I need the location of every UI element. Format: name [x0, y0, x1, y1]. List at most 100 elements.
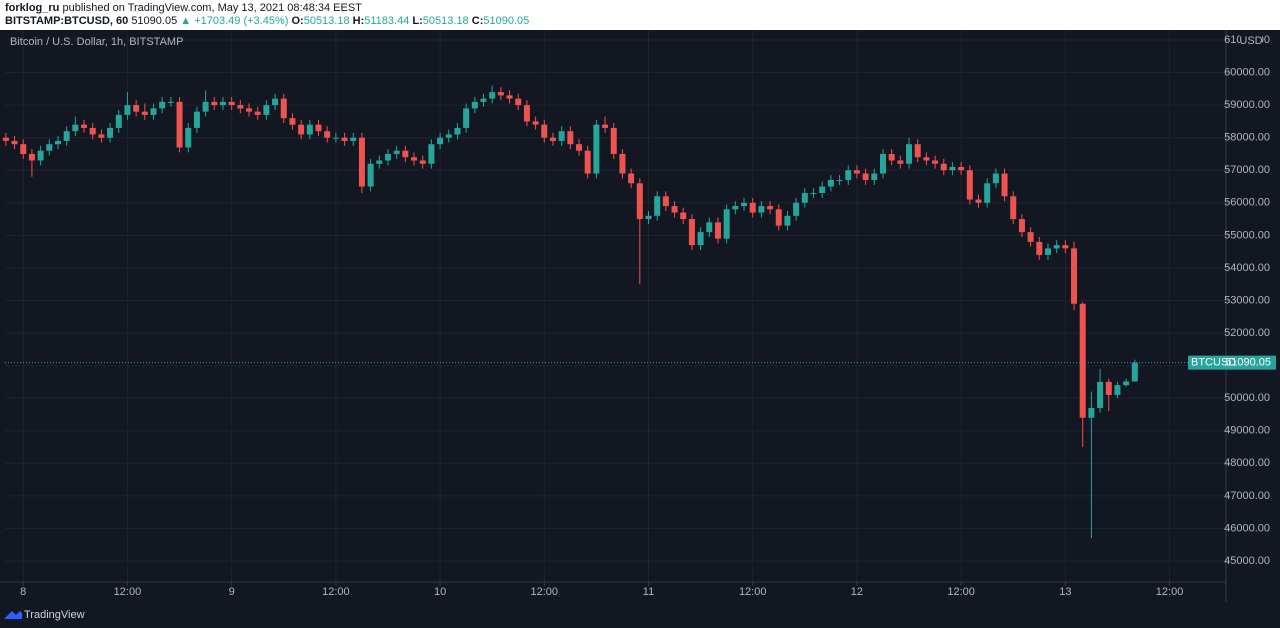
- x-tick-label: 12: [851, 586, 863, 598]
- candle-body: [480, 98, 487, 102]
- candle-body: [593, 124, 600, 174]
- candle-body: [489, 92, 496, 99]
- candle-body: [376, 160, 383, 164]
- candle-body: [367, 163, 374, 187]
- currency: USD: [1239, 35, 1262, 47]
- candle-body: [671, 206, 678, 213]
- candle-body: [706, 222, 713, 233]
- symbol: BITSTAMP:BTCUSD, 60: [5, 15, 128, 27]
- candle-body: [454, 127, 461, 135]
- candle-body: [810, 193, 817, 195]
- candle-body: [827, 180, 834, 187]
- y-tick-label: 57000.00: [1224, 164, 1270, 176]
- currency-box: [1240, 34, 1262, 47]
- candle-body: [437, 137, 444, 145]
- candle-body: [602, 124, 609, 128]
- candle-body: [697, 232, 704, 246]
- y-tick-label: 50000.00: [1224, 392, 1270, 404]
- candle-body: [411, 157, 418, 161]
- candle-body: [958, 166, 965, 171]
- brand[interactable]: TradingView: [4, 609, 85, 621]
- candle-body: [775, 209, 782, 226]
- candle-body: [610, 127, 617, 154]
- candle-body: [185, 127, 192, 148]
- candle-body: [202, 101, 209, 112]
- candle-body: [871, 173, 878, 181]
- candle-body: [558, 131, 565, 141]
- candle-body: [741, 202, 748, 207]
- footer-bg: [0, 602, 1280, 628]
- candle-body: [306, 124, 313, 135]
- candle-body: [98, 134, 105, 138]
- brand-logo: [4, 611, 22, 619]
- x-tick-label: 9: [229, 586, 235, 598]
- candle-body: [567, 131, 574, 145]
- candle-body: [115, 114, 122, 128]
- candle-body: [445, 134, 452, 138]
- candle-body: [289, 118, 296, 125]
- candle-body: [298, 124, 305, 135]
- candle-body: [393, 150, 400, 154]
- x-tick-label: 8: [20, 586, 26, 598]
- close-value: 51090.05: [483, 15, 529, 27]
- y-tick-label: 49000.00: [1224, 425, 1270, 437]
- candle-body: [1044, 248, 1051, 255]
- candle-body: [549, 137, 556, 141]
- candle-body: [862, 173, 869, 181]
- candle-body: [2, 137, 9, 141]
- candle-body: [1088, 407, 1095, 418]
- y-tick-label: 60000.00: [1224, 66, 1270, 78]
- low-value: 50513.18: [423, 15, 469, 27]
- candle-body: [680, 212, 687, 220]
- candle-body: [193, 111, 200, 128]
- candle-body: [541, 124, 548, 138]
- candle-body: [1010, 196, 1017, 220]
- candle-body: [654, 196, 661, 216]
- candle-body: [1036, 241, 1043, 255]
- published: published on TradingView.com, May 13, 20…: [62, 2, 362, 14]
- candle-body: [853, 170, 860, 174]
- candle-body: [11, 140, 18, 145]
- candle-body: [932, 160, 939, 164]
- candle-body: [1062, 245, 1069, 249]
- candle-body: [984, 183, 991, 203]
- x-tick-label: 10: [434, 586, 446, 598]
- candle-body: [46, 144, 53, 151]
- candle-body: [749, 202, 756, 213]
- candle-body: [732, 206, 739, 210]
- candle-body: [1053, 245, 1060, 249]
- candle-body: [72, 124, 79, 132]
- last-price-value: 51090.05: [1225, 357, 1271, 369]
- header-line-1: forklog_ru published on TradingView.com,…: [5, 2, 362, 14]
- candle-body: [1097, 381, 1104, 408]
- candle-body: [20, 144, 27, 154]
- open-value: 50513.18: [304, 15, 350, 27]
- candle-body: [1071, 248, 1078, 304]
- y-tick-label: 56000.00: [1224, 197, 1270, 209]
- candle-body: [219, 101, 226, 106]
- candle-body: [37, 150, 44, 161]
- candle-body: [141, 111, 148, 115]
- candle-body: [471, 101, 478, 109]
- candle-body: [897, 160, 904, 164]
- y-tick-label: 53000.00: [1224, 294, 1270, 306]
- candle-body: [150, 108, 157, 115]
- candle-body: [428, 144, 435, 164]
- last-price: 51090.05: [131, 15, 177, 27]
- candle-body: [923, 157, 930, 161]
- header-line-2: BITSTAMP:BTCUSD, 60 51090.05 ▲ +1703.49 …: [5, 15, 529, 27]
- candle-body: [515, 98, 522, 106]
- candle-body: [228, 101, 235, 106]
- candle-body: [358, 137, 365, 187]
- low-label: L:: [412, 15, 422, 27]
- candle-body: [167, 101, 174, 103]
- x-tick-label: 12:00: [947, 586, 975, 598]
- candle-body: [159, 101, 166, 109]
- author: forklog_ru: [5, 2, 59, 14]
- candle-body: [532, 121, 539, 125]
- chart-title: Bitcoin / U.S. Dollar, 1h, BITSTAMP: [10, 36, 183, 48]
- candle-body: [28, 153, 35, 161]
- candle-body: [576, 144, 583, 151]
